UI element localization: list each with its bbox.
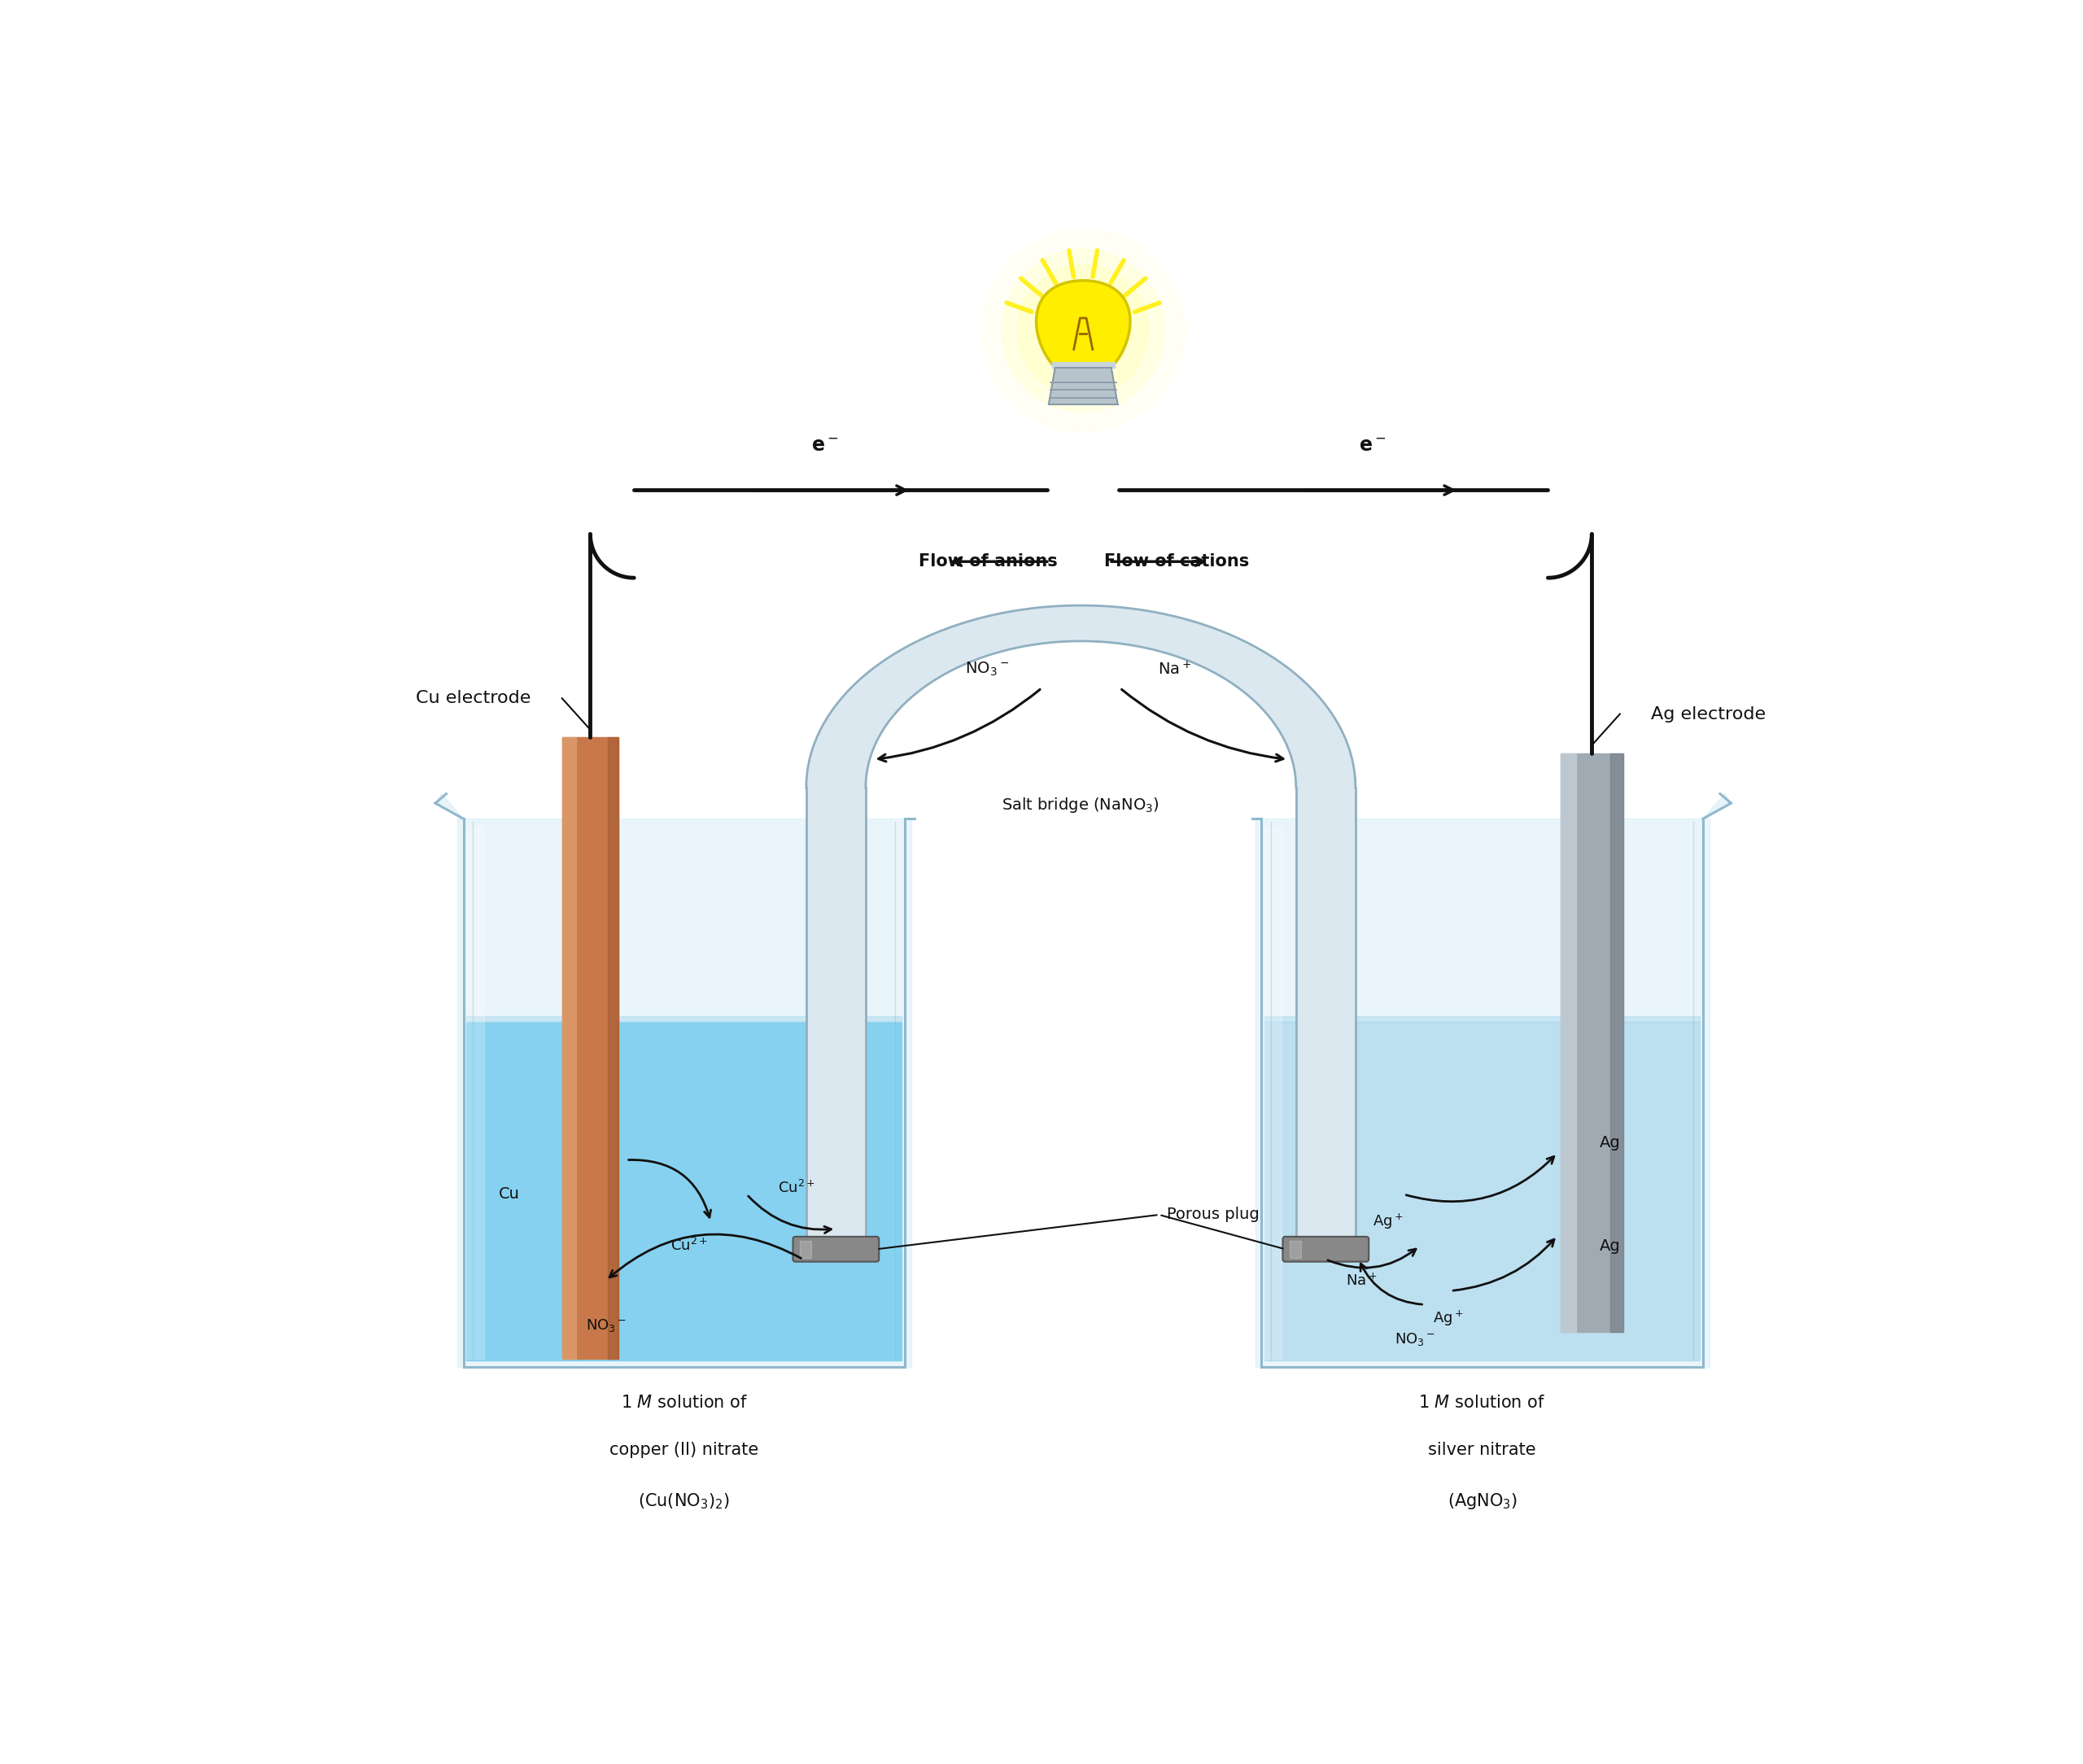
Text: Flow of anions: Flow of anions (919, 554, 1058, 570)
Polygon shape (1296, 787, 1356, 1249)
Circle shape (981, 229, 1185, 432)
Text: Salt bridge (NaNO$_3$): Salt bridge (NaNO$_3$) (1002, 796, 1160, 813)
Polygon shape (467, 827, 483, 1358)
Polygon shape (1264, 827, 1281, 1358)
Text: NO$_3$$^-$: NO$_3$$^-$ (1394, 1330, 1435, 1348)
Text: Ag$^+$: Ag$^+$ (1373, 1212, 1404, 1231)
Polygon shape (1052, 362, 1114, 369)
Text: 1 $M$ solution of: 1 $M$ solution of (1419, 1395, 1546, 1411)
Text: Cu$^{2+}$: Cu$^{2+}$ (779, 1180, 814, 1196)
Polygon shape (1048, 369, 1119, 404)
Polygon shape (1264, 1016, 1700, 1023)
Text: Ag: Ag (1600, 1238, 1621, 1254)
Text: Na$^+$: Na$^+$ (1346, 1272, 1377, 1288)
Text: Ag$^+$: Ag$^+$ (1433, 1309, 1462, 1328)
Polygon shape (1256, 818, 1710, 1367)
Text: silver nitrate: silver nitrate (1429, 1441, 1535, 1457)
Polygon shape (1560, 753, 1577, 1332)
Text: Cu: Cu (498, 1187, 519, 1201)
Polygon shape (1264, 1023, 1700, 1360)
Polygon shape (435, 794, 465, 818)
Polygon shape (806, 605, 1356, 787)
Polygon shape (800, 1240, 810, 1258)
Polygon shape (1296, 778, 1356, 790)
Text: NO$_3$$^-$: NO$_3$$^-$ (964, 660, 1008, 677)
Text: 1 $M$ solution of: 1 $M$ solution of (621, 1395, 748, 1411)
Polygon shape (1560, 753, 1623, 1332)
Circle shape (1002, 249, 1164, 413)
Text: Ag electrode: Ag electrode (1652, 706, 1766, 721)
Text: Flow of cations: Flow of cations (1104, 554, 1250, 570)
Polygon shape (458, 818, 910, 1367)
Polygon shape (562, 737, 619, 1358)
Text: Cu electrode: Cu electrode (417, 690, 531, 706)
Text: Na$^+$: Na$^+$ (1158, 660, 1191, 677)
Text: Porous plug: Porous plug (1166, 1207, 1260, 1222)
Polygon shape (608, 737, 619, 1358)
Polygon shape (467, 1023, 902, 1360)
FancyBboxPatch shape (794, 1237, 879, 1261)
Polygon shape (1704, 794, 1731, 818)
Polygon shape (1035, 280, 1131, 381)
Text: e$^-$: e$^-$ (1358, 436, 1387, 455)
Text: e$^-$: e$^-$ (810, 436, 839, 455)
Polygon shape (806, 778, 867, 790)
FancyBboxPatch shape (1283, 1237, 1369, 1261)
Polygon shape (562, 737, 577, 1358)
Polygon shape (806, 787, 867, 1249)
Polygon shape (1610, 753, 1623, 1332)
Text: Cu$^{2+}$: Cu$^{2+}$ (671, 1238, 708, 1254)
Text: Ag: Ag (1600, 1134, 1621, 1150)
Text: (Cu(NO$_3$)$_2$): (Cu(NO$_3$)$_2$) (637, 1492, 729, 1512)
Text: (AgNO$_3$): (AgNO$_3$) (1448, 1492, 1516, 1512)
Circle shape (1017, 265, 1150, 397)
Text: copper (II) nitrate: copper (II) nitrate (610, 1441, 758, 1457)
Polygon shape (467, 1016, 902, 1023)
Text: NO$_3$$^-$: NO$_3$$^-$ (585, 1318, 627, 1334)
Polygon shape (1289, 1240, 1300, 1258)
